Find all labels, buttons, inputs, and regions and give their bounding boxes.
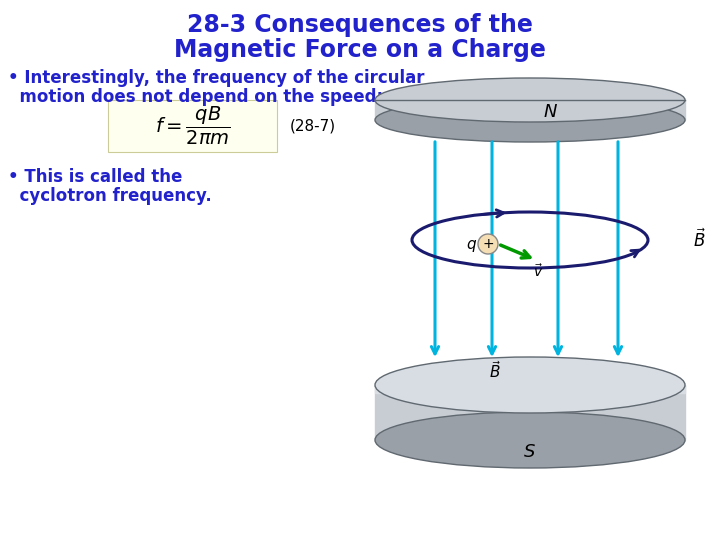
Ellipse shape [375, 98, 685, 142]
Text: $\vec{B}$: $\vec{B}$ [693, 229, 706, 251]
Text: 28-3 Consequences of the: 28-3 Consequences of the [187, 13, 533, 37]
Text: $f = \dfrac{qB}{2\pi m}$: $f = \dfrac{qB}{2\pi m}$ [155, 105, 231, 147]
Text: Magnetic Force on a Charge: Magnetic Force on a Charge [174, 38, 546, 62]
Text: +: + [482, 237, 494, 251]
Polygon shape [375, 385, 685, 440]
Text: $\vec{v}$: $\vec{v}$ [533, 264, 543, 280]
Text: S: S [524, 443, 536, 461]
Text: • Interestingly, the frequency of the circular: • Interestingly, the frequency of the ci… [8, 69, 425, 87]
Text: N: N [544, 103, 557, 121]
Text: cyclotron frequency.: cyclotron frequency. [8, 187, 212, 205]
Ellipse shape [375, 78, 685, 122]
Polygon shape [375, 385, 685, 393]
Text: • This is called the: • This is called the [8, 168, 182, 186]
Ellipse shape [375, 357, 685, 413]
Polygon shape [375, 100, 685, 120]
Text: motion does not depend on the speed:: motion does not depend on the speed: [8, 88, 383, 106]
Text: $q$: $q$ [467, 238, 477, 254]
FancyBboxPatch shape [108, 100, 277, 152]
Text: $\vec{B}$: $\vec{B}$ [489, 361, 501, 381]
Text: (28-7): (28-7) [290, 118, 336, 133]
Circle shape [478, 234, 498, 254]
Ellipse shape [375, 412, 685, 468]
